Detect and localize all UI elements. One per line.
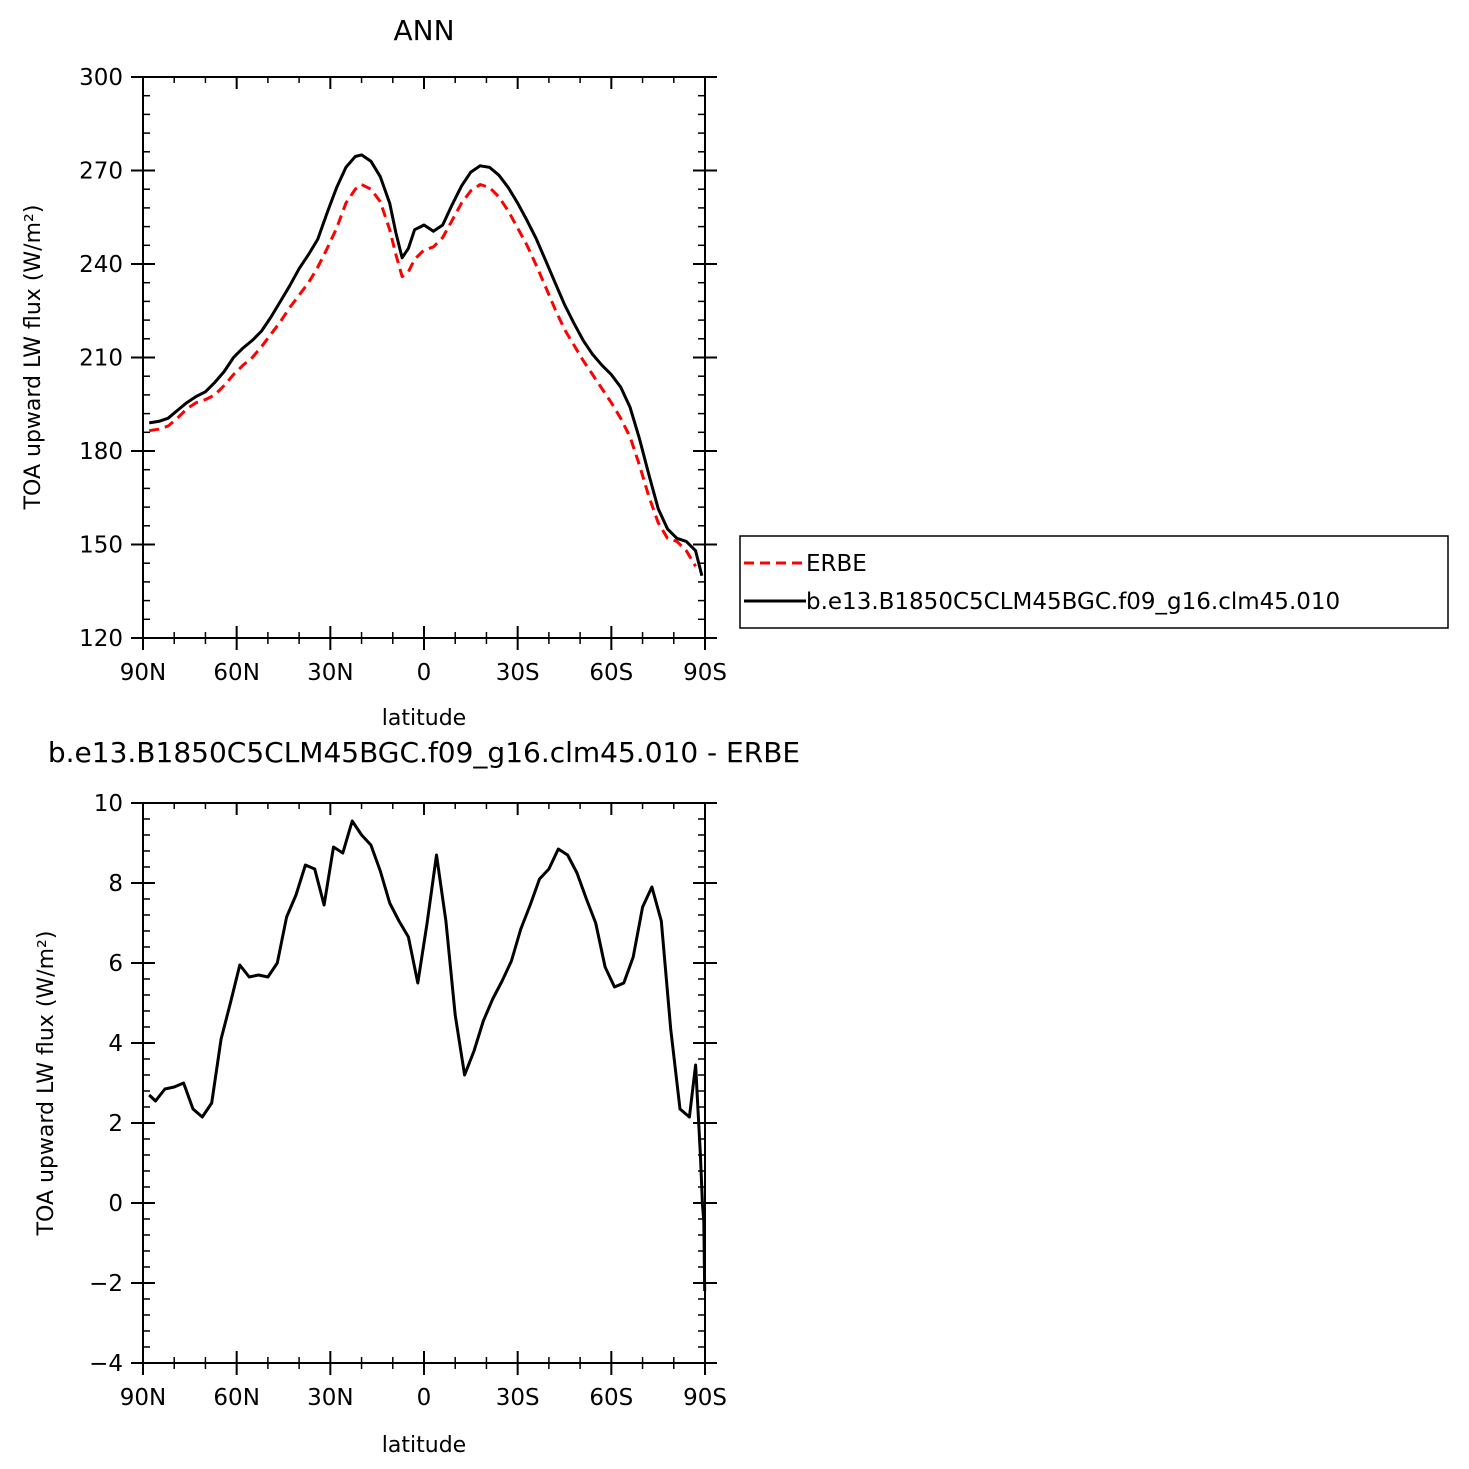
bottom-x-tick-label: 60S [589, 1385, 633, 1411]
bottom-y-tick-label: −4 [89, 1351, 123, 1377]
top-series-line-1 [148, 153, 704, 577]
top-y-axis-label: TOA upward LW flux (W/m²) [21, 205, 46, 511]
top-y-tick-labels: 120 150 180 210 240 270 300 [79, 65, 123, 652]
bottom-x-tick-label: 30N [307, 1385, 353, 1411]
bottom-x-tick-label: 60N [213, 1385, 259, 1411]
legend-box [739, 535, 1449, 629]
top-x-tick-labels: 90N 60N 30N 0 30S 60S 90S [120, 660, 727, 686]
bottom-plot-frame [142, 802, 706, 1364]
bottom-x-axis-label: latitude [382, 1433, 466, 1458]
bottom-y-tick-label: 0 [108, 1191, 123, 1217]
top-x-axis-label: latitude [382, 706, 466, 731]
top-x-tick-label: 60S [589, 660, 633, 686]
top-y-tick-label: 210 [79, 346, 123, 372]
top-plot-frame [142, 76, 706, 639]
bottom-y-tick-label: 8 [108, 871, 123, 897]
legend-label-erbe: ERBE [806, 551, 867, 577]
top-y-tick-label: 240 [79, 252, 123, 278]
bottom-x-tick-label: 90S [683, 1385, 727, 1411]
top-y-tick-label: 300 [79, 65, 123, 91]
top-x-tick-label: 90S [683, 660, 727, 686]
bottom-y-tick-label: −2 [89, 1271, 123, 1297]
top-series-line-0 [148, 183, 697, 568]
bottom-title: b.e13.B1850C5CLM45BGC.f09_g16.clm45.010 … [48, 736, 800, 769]
top-y-tick-label: 120 [79, 626, 123, 652]
top-x-tick-label: 90N [120, 660, 166, 686]
bottom-y-tick-label: 6 [108, 951, 123, 977]
top-panel: ANN 90N 60N 30N 0 30S 60S 90S 120 150 180 210 240 2… [21, 14, 727, 731]
top-title: ANN [393, 14, 454, 47]
top-ticks [131, 76, 717, 650]
bottom-ticks [131, 802, 717, 1375]
top-series [148, 153, 704, 577]
top-x-tick-label: 30N [307, 660, 353, 686]
legend: ERBE b.e13.B1850C5CLM45BGC.f09_g16.clm45… [739, 535, 1449, 629]
bottom-x-tick-labels: 90N 60N 30N 0 30S 60S 90S [120, 1385, 727, 1411]
bottom-x-tick-label: 30S [496, 1385, 540, 1411]
top-x-tick-label: 30S [496, 660, 540, 686]
bottom-y-tick-label: 2 [108, 1111, 123, 1137]
top-y-tick-label: 150 [79, 533, 123, 559]
bottom-y-tick-label: 10 [94, 791, 123, 817]
bottom-y-tick-label: 4 [108, 1031, 123, 1057]
bottom-x-tick-label: 90N [120, 1385, 166, 1411]
top-x-tick-label: 60N [213, 660, 259, 686]
top-y-tick-label: 180 [79, 439, 123, 465]
top-y-tick-label: 270 [79, 159, 123, 185]
bottom-series-line-0 [148, 819, 707, 1292]
bottom-panel: b.e13.B1850C5CLM45BGC.f09_g16.clm45.010 … [34, 736, 800, 1458]
bottom-series [148, 819, 707, 1292]
top-x-tick-label: 0 [417, 660, 432, 686]
bottom-y-axis-label: TOA upward LW flux (W/m²) [34, 931, 59, 1237]
bottom-x-tick-label: 0 [417, 1385, 432, 1411]
legend-label-model: b.e13.B1850C5CLM45BGC.f09_g16.clm45.010 [806, 589, 1340, 615]
bottom-y-tick-labels: −4 −2 0 2 4 6 8 10 [89, 791, 123, 1377]
